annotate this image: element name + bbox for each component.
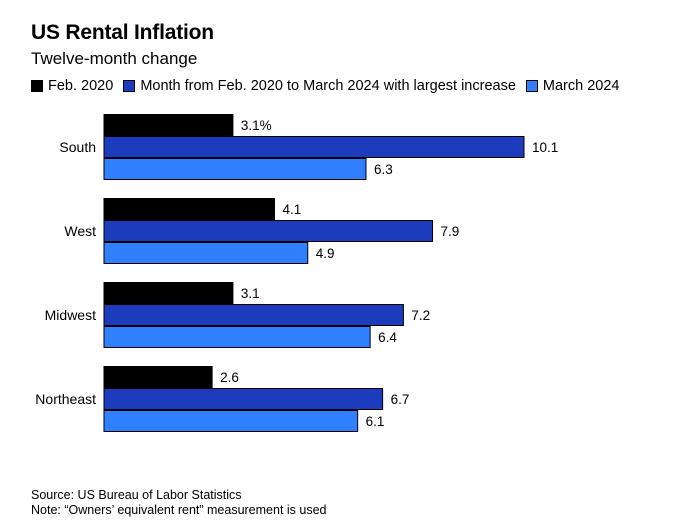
legend-item-feb-2020: Feb. 2020 — [31, 78, 113, 94]
data-label-west-feb-2020: 4.1 — [282, 202, 301, 217]
legend-item-largest-increase: Month from Feb. 2020 to March 2024 with … — [123, 78, 516, 94]
legend-swatch-march-2024 — [525, 80, 538, 92]
bar-midwest-march-2024 — [103, 326, 371, 348]
bar-midwest-largest-increase — [103, 304, 404, 326]
legend-item-march-2024: March 2024 — [525, 78, 620, 94]
bar-northeast-march-2024 — [103, 410, 359, 432]
data-label-northeast-march-2024: 6.1 — [366, 414, 385, 429]
data-label-midwest-largest-increase: 7.2 — [411, 308, 430, 323]
data-label-south-largest-increase: 10.1 — [532, 140, 558, 155]
category-label-midwest: Midwest — [45, 307, 96, 323]
legend-label-march-2024: March 2024 — [542, 78, 620, 94]
data-label-south-feb-2020: 3.1% — [241, 118, 272, 133]
legend-swatch-largest-increase — [123, 80, 136, 92]
footnote: Note: “Owners’ equivalent rent” measurem… — [31, 503, 327, 517]
bar-northeast-largest-increase — [103, 388, 384, 410]
bar-northeast-feb-2020 — [103, 366, 213, 388]
category-label-west: West — [64, 223, 96, 239]
bar-west-feb-2020 — [103, 198, 275, 220]
bar-midwest-feb-2020 — [103, 282, 234, 304]
data-label-west-march-2024: 4.9 — [316, 246, 335, 261]
chart-title: US Rental Inflation — [31, 21, 214, 44]
data-label-midwest-feb-2020: 3.1 — [241, 286, 260, 301]
source-note: Source: US Bureau of Labor Statistics — [31, 488, 242, 502]
data-label-west-largest-increase: 7.9 — [441, 224, 460, 239]
data-label-midwest-march-2024: 6.4 — [378, 330, 397, 345]
legend-swatch-feb-2020 — [31, 80, 43, 92]
data-label-northeast-largest-increase: 6.7 — [391, 392, 410, 407]
bar-south-feb-2020 — [103, 114, 234, 136]
bar-south-march-2024 — [103, 158, 367, 180]
chart-subtitle: Twelve-month change — [31, 49, 198, 68]
bar-west-largest-increase — [103, 220, 434, 242]
data-label-south-march-2024: 6.3 — [374, 162, 393, 177]
legend-label-largest-increase: Month from Feb. 2020 to March 2024 with … — [140, 78, 516, 94]
bar-south-largest-increase — [103, 136, 525, 158]
legend-label-feb-2020: Feb. 2020 — [48, 78, 114, 94]
category-label-northeast: Northeast — [35, 391, 96, 407]
category-label-south: South — [59, 139, 96, 155]
legend: Feb. 2020 Month from Feb. 2020 to March … — [31, 78, 629, 94]
data-label-northeast-feb-2020: 2.6 — [220, 370, 239, 385]
bar-west-march-2024 — [103, 242, 309, 264]
